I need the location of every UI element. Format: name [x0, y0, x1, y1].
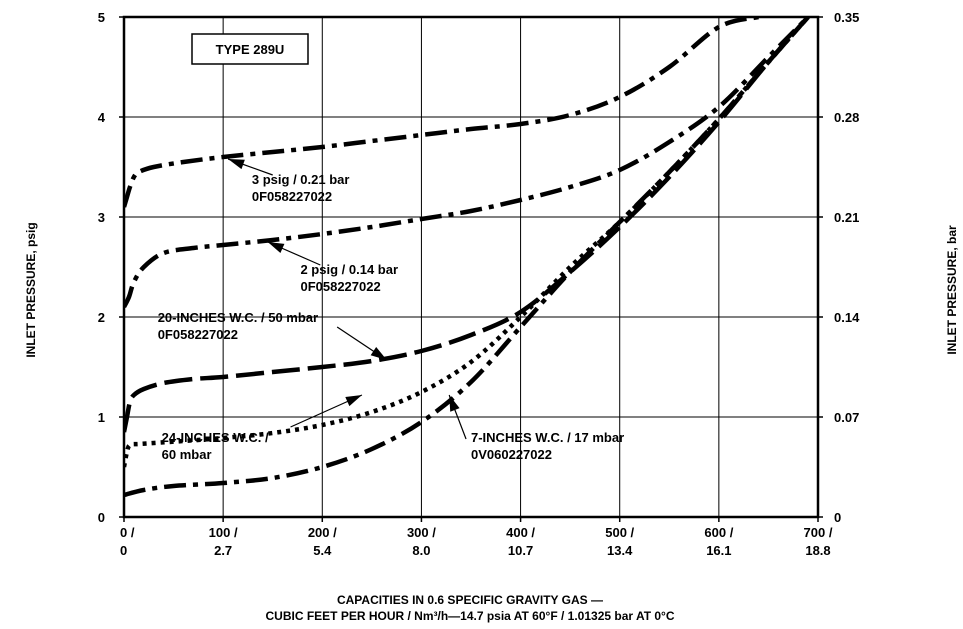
- x-tick-label-2: 200 /: [308, 525, 337, 540]
- y-tick-label-right-1: 0.07: [834, 410, 859, 425]
- y-tick-label-right-5: 0.35: [834, 10, 859, 25]
- x-tick-label-4: 400 /: [506, 525, 535, 540]
- series-label-s20in-1: 0F058227022: [158, 327, 238, 342]
- type-box-label: TYPE 289U: [216, 42, 285, 57]
- x-tick-sublabel-6: 16.1: [706, 543, 731, 558]
- plot-frame: [122, 15, 820, 519]
- series-label-s7in-1: 0V060227022: [471, 447, 552, 462]
- arrow-head-s20in: [370, 346, 387, 360]
- x-tick-sublabel-1: 2.7: [214, 543, 232, 558]
- curves: [124, 17, 810, 498]
- y-tick-label-right-0: 0: [834, 510, 841, 525]
- x-tick-sublabel-4: 10.7: [508, 543, 533, 558]
- y-tick-label-left-5: 5: [98, 10, 105, 25]
- curve-s2psig: [124, 17, 810, 309]
- curve-s7in: [124, 17, 810, 498]
- y-tick-label-left-2: 2: [98, 310, 105, 325]
- arrow-head-s2psig: [267, 242, 285, 253]
- series-label-s20in-0: 20-INCHES W.C. / 50 mbar: [158, 310, 318, 325]
- y-axis-title-right: INLET PRESSURE, bar: [945, 225, 959, 355]
- x-axis-title-line1: CAPACITIES IN 0.6 SPECIFIC GRAVITY GAS —: [337, 593, 603, 607]
- annotations: 3 psig / 0.21 bar 0F058227022 2 psig / 0.1…: [158, 158, 624, 462]
- x-tick-label-5: 500 /: [605, 525, 634, 540]
- type-box: TYPE 289U: [191, 33, 309, 65]
- x-tick-sublabel-7: 18.8: [805, 543, 830, 558]
- series-label-s7in-0: 7-INCHES W.C. / 17 mbar: [471, 430, 624, 445]
- x-axis-title-line2: CUBIC FEET PER HOUR / Nm³/h—14.7 psia AT…: [265, 609, 674, 623]
- arrow-head-s7in: [449, 395, 460, 412]
- x-tick-sublabel-2: 5.4: [313, 543, 332, 558]
- curve-s24in: [124, 17, 810, 468]
- curve-s20in: [124, 17, 810, 433]
- y-tick-label-right-4: 0.28: [834, 110, 859, 125]
- x-tick-label-3: 300 /: [407, 525, 436, 540]
- series-label-s3psig-1: 0F058227022: [252, 189, 332, 204]
- x-tick-sublabel-0: 0: [120, 543, 127, 558]
- grid: [124, 17, 818, 517]
- x-tick-label-7: 700 /: [804, 525, 833, 540]
- series-label-s3psig-0: 3 psig / 0.21 bar: [252, 172, 350, 187]
- series-label-s24in-0: 24-INCHES W.C. /: [162, 430, 269, 445]
- x-tick-sublabel-5: 13.4: [607, 543, 633, 558]
- x-tick-label-0: 0 /: [120, 525, 135, 540]
- y-tick-label-left-3: 3: [98, 210, 105, 225]
- y-tick-label-left-0: 0: [98, 510, 105, 525]
- arrow-head-s3psig: [228, 159, 245, 170]
- series-label-s2psig-0: 2 psig / 0.14 bar: [300, 262, 398, 277]
- y-tick-label-left-4: 4: [98, 110, 106, 125]
- series-label-s2psig-1: 0F058227022: [300, 279, 380, 294]
- x-tick-label-1: 100 /: [209, 525, 238, 540]
- type-box-frame: [191, 33, 309, 65]
- y-axis-title-left: INLET PRESSURE, psig: [24, 222, 38, 357]
- series-label-s24in-1: 60 mbar: [162, 447, 212, 462]
- curve-s3psig: [124, 17, 760, 208]
- y-tick-label-right-3: 0.21: [834, 210, 859, 225]
- y-tick-label-left-1: 1: [98, 410, 105, 425]
- x-tick-label-6: 600 /: [704, 525, 733, 540]
- arrow-head-s24in: [345, 395, 362, 407]
- x-tick-sublabel-3: 8.0: [412, 543, 430, 558]
- y-tick-label-right-2: 0.14: [834, 310, 860, 325]
